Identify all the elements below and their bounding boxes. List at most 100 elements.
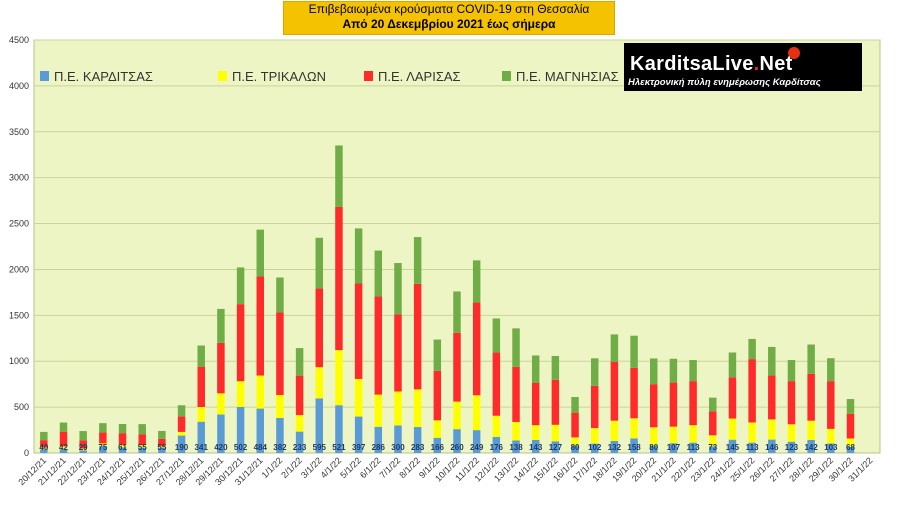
bar-segment — [158, 430, 166, 439]
bar-segment — [138, 447, 146, 453]
legend-label: Π.Ε. ΜΑΓΝΗΣΙΑΣ — [516, 69, 619, 84]
bar-segment — [433, 339, 442, 371]
bar-segment — [728, 418, 737, 440]
bar-segment — [807, 373, 815, 421]
bar-segment — [512, 328, 520, 367]
data-label: 102 — [588, 443, 602, 452]
bar-segment — [256, 375, 264, 409]
bar-segment — [177, 431, 186, 436]
bar-segment — [669, 443, 678, 453]
bar-segment — [531, 425, 540, 440]
data-label: 145 — [726, 443, 740, 452]
legend-label: Π.Ε. ΛΑΡΙΣΑΣ — [378, 69, 461, 84]
bar-segment — [138, 445, 146, 448]
bar-segment — [59, 431, 68, 447]
bar-segment — [40, 440, 48, 448]
bar-segment — [256, 276, 264, 376]
bar-segment — [295, 348, 304, 376]
bar-segment — [787, 424, 796, 442]
y-tick-label: 4000 — [9, 81, 29, 91]
data-label: 40 — [39, 443, 48, 452]
bar-segment — [846, 446, 855, 453]
y-tick-label: 500 — [14, 402, 29, 412]
bar-segment — [571, 437, 579, 446]
karditsalive-logo[interactable]: KarditsaLive.Net Ηλεκτρονική πύλη ενημέρ… — [624, 43, 862, 91]
data-label: 286 — [372, 443, 386, 452]
bar-segment — [571, 445, 579, 453]
data-label: 146 — [765, 443, 779, 452]
bar-segment — [236, 381, 245, 407]
y-tick-label: 4500 — [9, 35, 29, 45]
data-label: 249 — [470, 443, 484, 452]
bar-segment — [256, 408, 264, 453]
bar-segment — [99, 443, 107, 447]
bar-segment — [768, 439, 776, 453]
bar-segment — [413, 427, 422, 453]
bar-segment — [728, 352, 737, 378]
data-label: 123 — [785, 443, 799, 452]
bar-segment — [236, 267, 245, 305]
bar-segment — [59, 449, 68, 453]
bar-segment — [669, 426, 678, 444]
bar-segment — [728, 377, 737, 419]
data-label: 80 — [571, 443, 580, 452]
bar-segment — [276, 417, 284, 453]
x-tick-label: 7/1/22 — [378, 455, 403, 480]
bar-segment — [492, 415, 501, 437]
bar-segment — [630, 438, 638, 453]
bar-segment — [827, 381, 835, 429]
bar-segment — [138, 434, 146, 446]
bar-segment — [787, 360, 796, 382]
bar-segment — [827, 428, 835, 444]
bar-segment — [138, 424, 146, 435]
bar-segment — [453, 332, 461, 402]
bar-segment — [787, 381, 796, 425]
x-tick-label: 5/1/22 — [338, 455, 363, 480]
bar-segment — [374, 296, 383, 395]
bar-segment — [768, 375, 776, 420]
data-label: 166 — [431, 443, 445, 452]
bar-segment — [394, 425, 402, 453]
bar-segment — [79, 448, 87, 451]
bar-segment — [787, 441, 796, 453]
bar-segment — [217, 342, 225, 394]
data-label: 68 — [846, 443, 855, 452]
bar-segment — [335, 405, 343, 453]
legend-swatch — [502, 71, 511, 81]
y-tick-label: 3500 — [9, 127, 29, 137]
bar-segment — [610, 361, 619, 421]
y-tick-label: 2500 — [9, 219, 29, 229]
bar-segment — [571, 397, 579, 413]
bar-segment — [59, 446, 68, 450]
bar-segment — [79, 431, 87, 441]
bar-segment — [413, 389, 422, 428]
bar-segment — [748, 422, 756, 443]
x-tick-label: 6/1/22 — [358, 455, 383, 480]
data-label: 55 — [157, 443, 166, 452]
bar-segment — [610, 420, 619, 441]
bar-segment — [669, 382, 678, 427]
bar-segment — [177, 405, 186, 417]
bar-segment — [650, 445, 658, 453]
bar-segment — [374, 426, 383, 453]
bar-segment — [315, 398, 324, 453]
bar-segment — [295, 415, 304, 432]
bar-segment — [512, 421, 520, 441]
bar-segment — [453, 401, 461, 430]
chart-subtitle: Από 20 Δεκεμβρίου 2021 έως σήμερα — [342, 17, 556, 31]
bar-segment — [394, 263, 402, 315]
y-tick-label: 2000 — [9, 264, 29, 274]
bar-segment — [433, 437, 442, 453]
data-label: 420 — [214, 443, 228, 452]
data-label: 138 — [509, 443, 523, 452]
bar-segment — [551, 379, 560, 425]
bar-segment — [492, 436, 501, 453]
bar-segment — [531, 382, 540, 426]
bar-segment — [374, 250, 383, 297]
data-label: 75 — [98, 443, 107, 452]
bar-segment — [472, 430, 481, 453]
bar-segment — [650, 427, 658, 446]
data-label: 143 — [529, 443, 543, 452]
bar-segment — [728, 439, 737, 453]
bar-segment — [118, 433, 127, 446]
